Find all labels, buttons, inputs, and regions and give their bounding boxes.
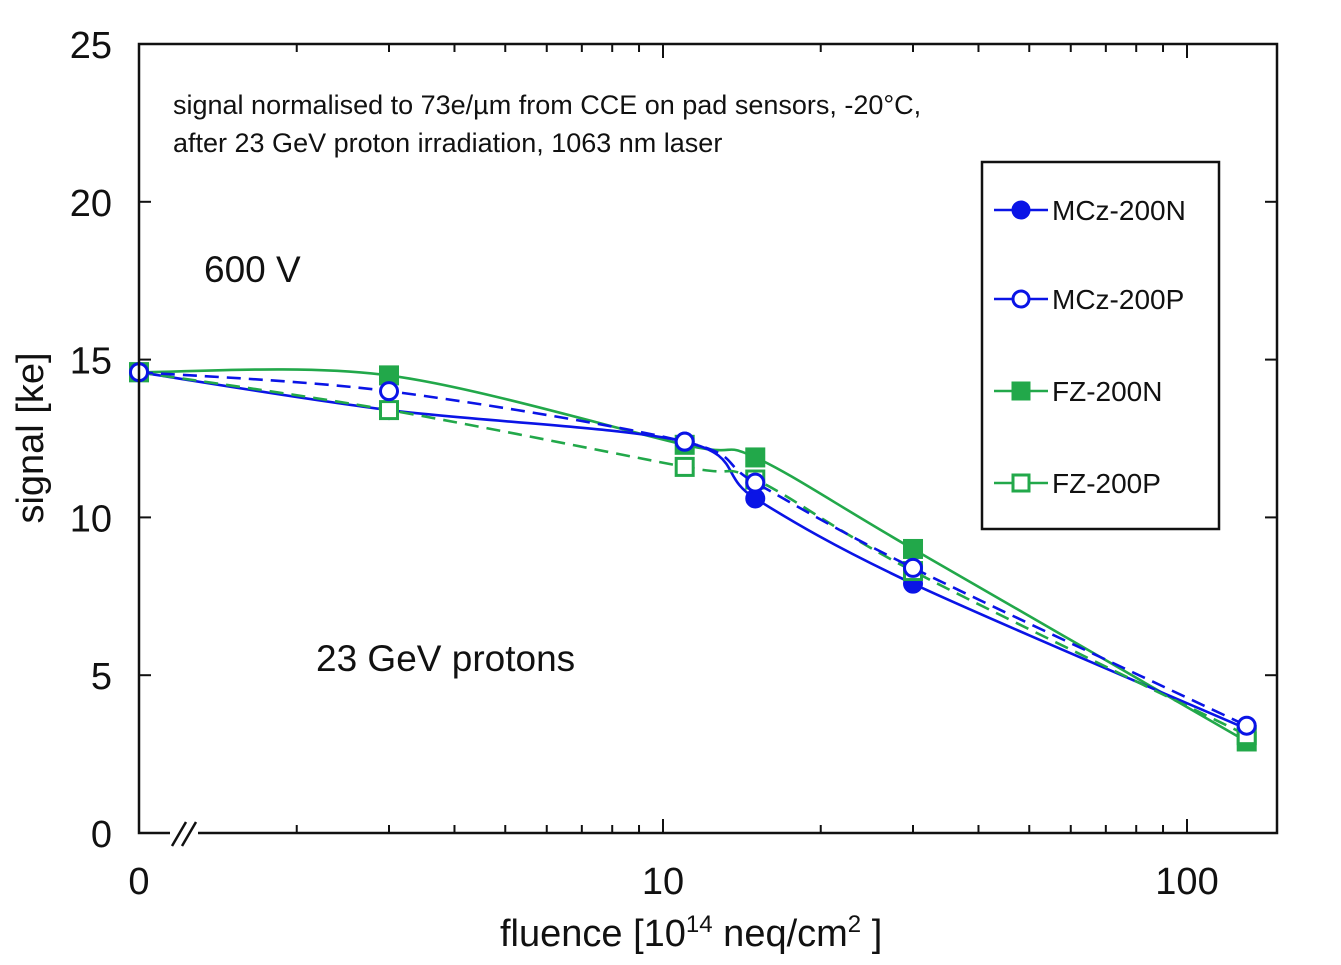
y-tick-label: 0 — [91, 814, 112, 856]
y-tick-label: 10 — [70, 498, 112, 540]
plot-frame — [137, 42, 1279, 835]
data-point-MCz-200P — [674, 431, 695, 452]
annotation-line-2: after 23 GeV proton irradiation, 1063 nm… — [173, 128, 722, 158]
legend-label-FZ-200P: FZ-200P — [1052, 468, 1161, 499]
annotation-particles: 23 GeV protons — [316, 638, 575, 679]
data-point-FZ-200P — [379, 400, 400, 421]
annotation-line-1: signal normalised to 73e/µm from CCE on … — [173, 90, 921, 120]
axis-break-mark — [170, 821, 198, 847]
series-line-FZ-200P — [138, 370, 1248, 737]
break-slash-1 — [170, 821, 188, 847]
data-point-MCz-200P — [745, 472, 766, 493]
data-point-MCz-200P — [1236, 715, 1257, 736]
legend-box — [980, 160, 1221, 531]
legend-label-FZ-200N: FZ-200N — [1052, 376, 1162, 407]
data-series — [129, 362, 1257, 752]
y-axis-title: signal [ke] — [10, 352, 52, 523]
legend-item-FZ-200P: FZ-200P — [994, 468, 1161, 499]
legend-label-MCz-200P: MCz-200P — [1052, 284, 1184, 315]
axis-labels: 0 5 10 15 20 25 0 10 100 — [70, 25, 1219, 903]
y-tick-label: 15 — [70, 341, 112, 383]
legend-marker-FZ-200P — [1011, 473, 1031, 493]
x-tick-label: 100 — [1155, 861, 1218, 903]
data-point-FZ-200N — [745, 447, 766, 468]
y-tick-label: 20 — [70, 183, 112, 225]
series-line-MCz-200P — [138, 370, 1248, 727]
legend-item-MCz-200P: MCz-200P — [994, 284, 1184, 315]
annotation-voltage: 600 V — [204, 249, 301, 290]
series-MCz-200P — [129, 362, 1257, 736]
break-slash-2 — [180, 821, 198, 847]
legend-item-MCz-200N: MCz-200N — [994, 195, 1186, 226]
y-tick-label: 25 — [70, 25, 112, 67]
data-point-FZ-200N — [903, 538, 924, 559]
legend-marker-MCz-200P — [1011, 289, 1031, 309]
series-line-MCz-200N — [138, 370, 1248, 731]
y-tick-label: 5 — [91, 656, 112, 698]
legend-marker-MCz-200N — [1011, 200, 1031, 220]
legend-item-FZ-200N: FZ-200N — [994, 376, 1162, 407]
series-line-FZ-200N — [138, 368, 1248, 743]
legend-marker-FZ-200N — [1011, 381, 1031, 401]
data-point-MCz-200P — [379, 381, 400, 402]
legend-label-MCz-200N: MCz-200N — [1052, 195, 1186, 226]
legend: MCz-200N MCz-200P FZ-200N FZ-200P — [980, 160, 1221, 531]
data-point-FZ-200P — [674, 456, 695, 477]
x-tick-label: 0 — [128, 861, 149, 903]
x-axis-title: fluence [1014 neq/cm2 ] — [500, 911, 882, 955]
data-point-MCz-200P — [903, 557, 924, 578]
x-tick-label: 10 — [642, 861, 684, 903]
